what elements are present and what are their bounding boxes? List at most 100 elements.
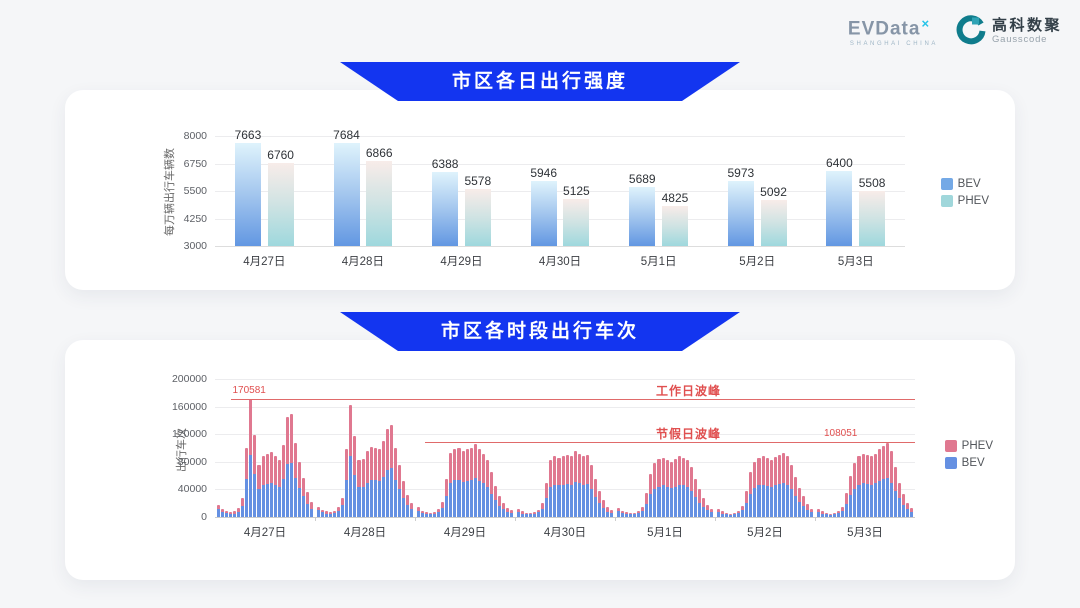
- evdata-x-icon: ×: [921, 16, 930, 31]
- bev-legend-swatch: [944, 457, 957, 469]
- stacked-bar: [885, 442, 889, 517]
- bev-segment: [249, 454, 253, 517]
- bev-segment: [906, 509, 910, 517]
- bev-segment: [877, 481, 881, 517]
- bev-segment: [406, 505, 410, 517]
- stacked-bar: [597, 490, 601, 517]
- stacked-bar: [485, 459, 489, 517]
- legend-item-phev[interactable]: PHEV: [944, 440, 993, 452]
- phev-segment: [273, 455, 277, 485]
- bev-segment: [633, 514, 637, 517]
- bev-segment: [501, 509, 506, 517]
- bev-segment: [369, 480, 373, 517]
- phev-segment: [761, 456, 765, 485]
- phev-segment: [797, 488, 801, 502]
- bev-segment: [657, 486, 661, 517]
- holiday_peak-label: 节假日波峰: [656, 427, 722, 442]
- legend-item-bev[interactable]: BEV: [944, 457, 993, 469]
- bev-segment: [837, 512, 841, 517]
- stacked-bar: [417, 507, 421, 517]
- bev-segment: [533, 513, 537, 517]
- bev-segment: [485, 486, 489, 517]
- stacked-bar: [633, 512, 637, 517]
- stacked-bar: [825, 512, 829, 517]
- day-group: 5月1日: [614, 379, 715, 539]
- stacked-bar: [549, 460, 553, 517]
- chart1-title-banner: 市区各日出行强度: [340, 62, 740, 101]
- phev-segment: [633, 512, 637, 515]
- bev-segment: [481, 483, 485, 517]
- stacked-bar: [497, 496, 501, 517]
- bev-segment: [349, 456, 353, 517]
- bev-segment: [677, 484, 681, 517]
- phev-legend-swatch: [944, 440, 957, 452]
- phev-segment: [261, 456, 265, 486]
- y-tick-label: 3000: [183, 240, 207, 252]
- stacked-bar: [889, 451, 893, 517]
- phev-segment: [489, 472, 493, 494]
- stacked-bar: [437, 509, 441, 517]
- bev-segment: [593, 497, 597, 517]
- stacked-bar: [489, 472, 493, 517]
- stacked-bar: [337, 507, 341, 517]
- stacked-bar: [745, 490, 749, 517]
- legend-item-phev[interactable]: PHEV: [940, 195, 989, 207]
- stacked-bar: [377, 449, 381, 517]
- stacked-bar: [657, 459, 661, 517]
- bev-segment: [669, 488, 673, 517]
- bev-segment: [269, 482, 273, 517]
- phev-segment: [745, 490, 749, 504]
- stacked-bar: [406, 495, 410, 517]
- phev-bar: [464, 189, 491, 246]
- bev-segment: [337, 510, 341, 517]
- bar-value-label: 5092: [760, 185, 787, 199]
- bev-segment: [581, 484, 585, 517]
- stacked-bar: [677, 456, 681, 517]
- legend-item-bev[interactable]: BEV: [940, 178, 989, 190]
- stacked-bar: [653, 463, 657, 517]
- bev-segment: [245, 479, 249, 517]
- bev-segment: [717, 511, 721, 517]
- bev-segment: [741, 510, 745, 517]
- stacked-bar: [797, 488, 801, 517]
- holiday_peak-value-label: 108051: [824, 428, 858, 440]
- stacked-bar: [357, 459, 361, 517]
- phev-segment: [617, 508, 621, 511]
- bar-value-label: 4825: [661, 190, 689, 205]
- bev-segment: [773, 485, 777, 517]
- bev-segment: [573, 481, 577, 517]
- phev-segment: [910, 508, 914, 513]
- stacked-bar: [629, 512, 633, 517]
- phev-segment: [401, 481, 406, 499]
- bev-segment: [469, 480, 473, 517]
- y-tick-label: 0: [201, 511, 207, 523]
- bar-value-label: 5125: [563, 184, 590, 199]
- phev-segment: [257, 464, 261, 490]
- phev-segment: [329, 512, 333, 514]
- phev-segment: [265, 454, 269, 484]
- stacked-bar: [369, 447, 373, 517]
- phev-segment: [549, 460, 553, 487]
- bev-bar: [234, 143, 261, 246]
- bar-group: 6388 5578 4月29日: [412, 136, 511, 269]
- phev-segment: [485, 459, 489, 487]
- stacked-bar: [785, 456, 789, 517]
- gridline: [215, 191, 905, 192]
- phev-segment: [493, 485, 497, 501]
- bev-segment: [649, 494, 653, 517]
- workday_peak-line: [231, 399, 915, 401]
- stacked-bar: [393, 448, 397, 517]
- bar-value-label: 7684: [333, 128, 360, 142]
- stacked-bar: [621, 510, 625, 517]
- phev-segment: [361, 459, 365, 487]
- bev-segment: [229, 513, 233, 517]
- stacked-bar: [433, 512, 437, 517]
- stacked-bar: [717, 508, 721, 517]
- phev-segment: [806, 503, 810, 511]
- stacked-bar: [541, 503, 545, 517]
- phev-segment: [597, 490, 601, 504]
- stacked-bar: [765, 458, 769, 517]
- phev-segment: [793, 477, 797, 496]
- phev-segment: [377, 449, 381, 482]
- phev-segment: [585, 454, 589, 484]
